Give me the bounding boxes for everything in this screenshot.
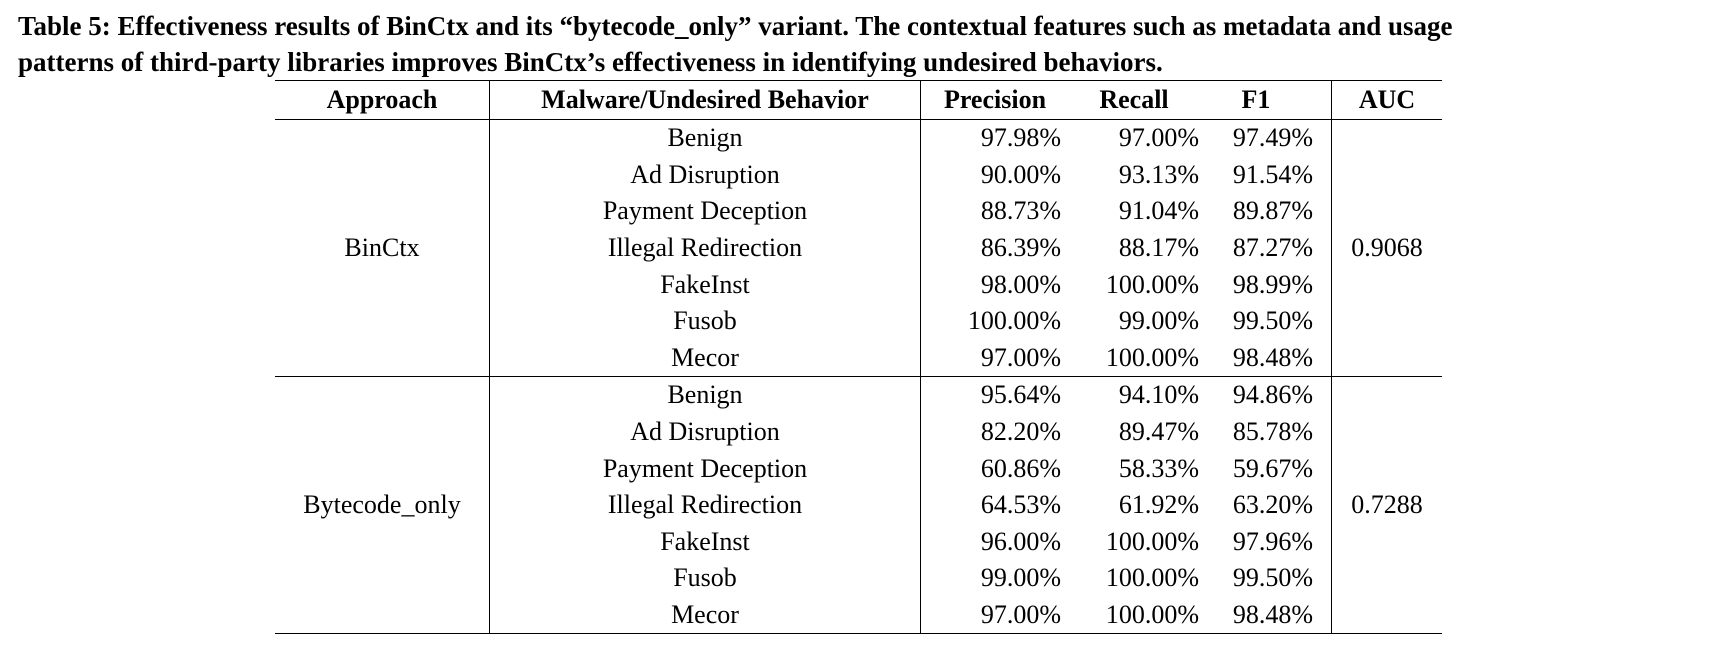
caption-line-2: patterns of third-party libraries improv…	[18, 47, 1163, 77]
precision-cell: 60.86%	[980, 453, 1061, 483]
recall-cell: 58.33%	[1118, 453, 1199, 483]
f1-cell: 85.78%	[1199, 413, 1332, 451]
header-f1: F1	[1199, 80, 1332, 120]
caption-text-1: Effectiveness results of BinCtx and its …	[117, 11, 1453, 41]
f1-cell: 99.50%	[1199, 560, 1332, 597]
precision-cell: 99.00%	[980, 563, 1061, 593]
recall-cell: 100.00%	[1105, 269, 1199, 299]
behavior-cell: Ad Disruption	[489, 156, 921, 194]
table-row: Payment Deception 88.73% 91.04% 89.87%	[275, 193, 1442, 230]
precision-cell: 88.73%	[980, 196, 1061, 226]
f1-cell: 98.99%	[1199, 266, 1332, 303]
precision-cell: 97.00%	[920, 339, 1069, 378]
approach-cell: BinCtx	[275, 119, 490, 378]
precision-cell: 98.00%	[980, 269, 1061, 299]
header-approach: Approach	[275, 80, 490, 120]
table-row: Fusob 99.00% 100.00% 99.50%	[275, 560, 1442, 597]
behavior-cell: Payment Deception	[489, 193, 921, 230]
recall-cell: 100.00%	[1105, 526, 1199, 556]
table-caption: Table 5: Effectiveness results of BinCtx…	[18, 8, 1718, 80]
recall-cell: 94.10%	[1118, 380, 1199, 410]
recall-cell: 93.13%	[1118, 159, 1199, 189]
precision-cell: 90.00%	[980, 159, 1061, 189]
f1-cell: 98.48%	[1199, 339, 1332, 378]
f1-cell: 99.50%	[1199, 302, 1332, 340]
approach-cell: Bytecode_only	[275, 376, 490, 635]
header-precision: Precision	[920, 80, 1069, 120]
table-row: Mecor 97.00% 100.00% 98.48%	[275, 596, 1442, 635]
table-row: Illegal Redirection 64.53% 61.92% 63.20%	[275, 486, 1442, 524]
table-row: Payment Deception 60.86% 58.33% 59.67%	[275, 450, 1442, 487]
results-table: Approach Malware/Undesired Behavior Prec…	[275, 80, 1442, 635]
behavior-cell: Illegal Redirection	[489, 486, 921, 524]
behavior-cell: FakeInst	[489, 523, 921, 561]
precision-cell: 64.53%	[980, 490, 1061, 520]
f1-cell: 59.67%	[1199, 450, 1332, 487]
f1-cell: 94.86%	[1199, 376, 1332, 414]
precision-cell: 96.00%	[980, 526, 1061, 556]
auc-cell: 0.7288	[1331, 376, 1442, 635]
behavior-cell: Ad Disruption	[489, 413, 921, 451]
table-row: Illegal Redirection 86.39% 88.17% 87.27%	[275, 229, 1442, 267]
behavior-cell: Benign	[489, 119, 921, 157]
auc-cell: 0.9068	[1331, 119, 1442, 378]
table-row: Ad Disruption 90.00% 93.13% 91.54%	[275, 156, 1442, 194]
behavior-cell: Mecor	[489, 596, 921, 635]
recall-cell: 88.17%	[1118, 233, 1199, 263]
behavior-cell: Illegal Redirection	[489, 229, 921, 267]
table-row: Ad Disruption 82.20% 89.47% 85.78%	[275, 413, 1442, 451]
recall-cell: 100.00%	[1069, 339, 1199, 378]
f1-cell: 98.48%	[1199, 596, 1332, 635]
caption-label: Table 5:	[18, 11, 111, 41]
f1-cell: 63.20%	[1199, 486, 1332, 524]
header-row: Approach Malware/Undesired Behavior Prec…	[275, 80, 1442, 120]
header-recall: Recall	[1069, 80, 1199, 120]
precision-cell: 95.64%	[980, 380, 1061, 410]
table-row: FakeInst 98.00% 100.00% 98.99%	[275, 266, 1442, 303]
recall-cell: 61.92%	[1118, 490, 1199, 520]
precision-cell: 86.39%	[980, 233, 1061, 263]
f1-cell: 97.96%	[1199, 523, 1332, 561]
recall-cell: 91.04%	[1118, 196, 1199, 226]
f1-cell: 89.87%	[1199, 193, 1332, 230]
recall-cell: 100.00%	[1105, 563, 1199, 593]
precision-cell: 82.20%	[980, 417, 1061, 447]
caption-line-1: Table 5: Effectiveness results of BinCtx…	[18, 8, 1718, 44]
behavior-cell: Mecor	[489, 339, 921, 378]
table-row: FakeInst 96.00% 100.00% 97.96%	[275, 523, 1442, 561]
header-auc: AUC	[1331, 80, 1442, 120]
recall-cell: 89.47%	[1118, 417, 1199, 447]
header-behavior: Malware/Undesired Behavior	[489, 80, 921, 120]
f1-cell: 87.27%	[1199, 229, 1332, 267]
recall-cell: 97.00%	[1118, 123, 1199, 153]
recall-cell: 99.00%	[1118, 306, 1199, 336]
table-row: BinCtx Benign 97.98% 97.00% 97.49% 0.9068	[275, 119, 1442, 378]
table-row: Mecor 97.00% 100.00% 98.48%	[275, 339, 1442, 378]
table-row: Bytecode_only Benign 95.64% 94.10% 94.86% 0.7…	[275, 376, 1442, 635]
precision-cell: 100.00%	[967, 306, 1061, 336]
f1-cell: 97.49%	[1199, 119, 1332, 157]
table-row: Fusob 100.00% 99.00% 99.50%	[275, 302, 1442, 340]
behavior-cell: Payment Deception	[489, 450, 921, 487]
recall-cell: 100.00%	[1069, 596, 1199, 635]
behavior-cell: Fusob	[489, 302, 921, 340]
f1-cell: 91.54%	[1199, 156, 1332, 194]
behavior-cell: Fusob	[489, 560, 921, 597]
table-body: BinCtx Benign 97.98% 97.00% 97.49% 0.9068 Ad D…	[275, 119, 1442, 635]
behavior-cell: Benign	[489, 376, 921, 414]
behavior-cell: FakeInst	[489, 266, 921, 303]
precision-cell: 97.00%	[920, 596, 1069, 635]
precision-cell: 97.98%	[980, 123, 1061, 153]
